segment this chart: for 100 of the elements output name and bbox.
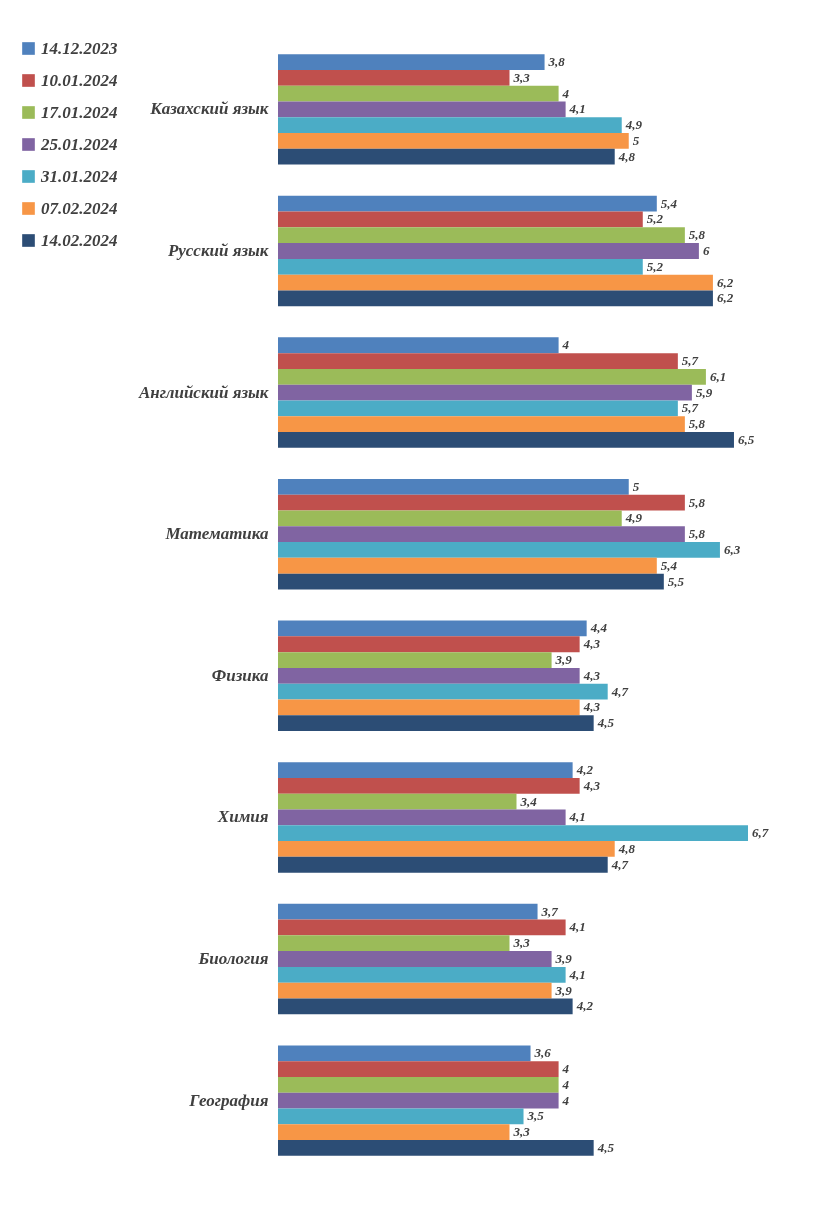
data-label: 5,8 (688, 227, 706, 243)
data-label: 3,9 (554, 951, 573, 967)
data-label: 4 (561, 1092, 570, 1108)
bar (278, 825, 748, 842)
bar (278, 951, 552, 967)
bar (278, 683, 608, 700)
bar (278, 117, 622, 134)
bar (278, 1108, 524, 1125)
bar (278, 935, 510, 952)
data-label: 4,2 (575, 998, 594, 1014)
data-label: 5,8 (688, 416, 706, 432)
legend-label: 31.01.2024 (40, 166, 118, 186)
data-label: 3,9 (554, 982, 573, 998)
data-label: 5,2 (646, 211, 664, 227)
bar (278, 809, 566, 826)
bar (278, 337, 559, 354)
y-tick-label: Английский язык (137, 382, 269, 402)
y-tick-label: Русский язык (166, 240, 269, 260)
bar (278, 526, 685, 543)
bar (278, 243, 699, 259)
data-label: 4,5 (596, 715, 615, 731)
data-label: 4,5 (596, 1139, 615, 1155)
data-label: 3,9 (554, 652, 573, 668)
bar (278, 85, 559, 102)
data-label: 4,1 (568, 966, 586, 982)
data-label: 4 (561, 1061, 570, 1077)
data-label: 4,1 (568, 809, 586, 825)
bar (278, 101, 566, 118)
data-label: 4,3 (582, 636, 601, 652)
bar (278, 1045, 531, 1062)
bar (278, 148, 615, 165)
data-label: 5 (632, 478, 640, 494)
bar (278, 966, 566, 983)
data-label: 5,2 (646, 258, 664, 274)
data-label: 4,4 (589, 620, 608, 636)
bar (278, 715, 594, 732)
bar (278, 998, 573, 1015)
data-label: 6,2 (716, 274, 734, 290)
bar (278, 636, 580, 653)
bar (278, 258, 643, 275)
bar (278, 777, 580, 794)
data-label: 5,4 (660, 195, 678, 211)
bar (278, 274, 713, 291)
data-label: 4,3 (582, 699, 601, 715)
bar (278, 982, 552, 999)
data-label: 3,5 (526, 1108, 545, 1124)
bar (278, 841, 615, 857)
data-label: 4 (561, 337, 570, 353)
legend-label: 14.02.2024 (41, 230, 118, 250)
legend-label: 10.01.2024 (41, 70, 118, 90)
bar (278, 227, 685, 244)
data-label: 3,4 (519, 793, 538, 809)
bar (278, 510, 622, 527)
data-label: 4,1 (568, 919, 586, 935)
y-tick-label: Химия (216, 807, 269, 827)
bar (278, 133, 629, 149)
data-label: 4,7 (610, 683, 629, 699)
data-label: 6,5 (737, 431, 755, 447)
bar (278, 368, 706, 385)
y-tick-label: Физика (211, 665, 269, 685)
data-label: 4 (561, 85, 570, 101)
data-label: 6,3 (723, 541, 741, 557)
data-label: 4,8 (617, 840, 636, 856)
data-label: 5 (632, 132, 640, 148)
data-label: 3,8 (547, 54, 566, 70)
bar (278, 652, 552, 668)
data-label: 4,9 (624, 117, 643, 133)
bar (278, 699, 580, 716)
data-label: 4,7 (610, 856, 629, 872)
data-label: 6,7 (752, 825, 769, 841)
legend-label: 07.02.2024 (41, 198, 118, 218)
data-label: 5,4 (660, 557, 678, 573)
bar (278, 557, 657, 574)
bar (278, 919, 566, 936)
data-label: 3,7 (540, 903, 559, 919)
bar (278, 416, 685, 433)
bar (278, 69, 510, 86)
bar (278, 353, 678, 369)
data-label: 5,8 (688, 526, 706, 542)
bar (278, 478, 629, 495)
data-label: 6,2 (716, 290, 734, 306)
bar (278, 1124, 510, 1141)
bar (278, 793, 517, 810)
data-label: 4,1 (568, 101, 586, 117)
data-label: 4 (561, 1076, 570, 1092)
bar (278, 856, 608, 873)
bar (278, 573, 664, 590)
data-label: 3,6 (533, 1045, 552, 1061)
y-tick-label: Математика (164, 524, 269, 544)
legend-label: 14.12.2023 (41, 38, 118, 58)
data-label: 3,3 (512, 1124, 531, 1140)
data-label: 5,7 (681, 400, 699, 416)
legend-label: 25.01.2024 (40, 134, 118, 154)
y-tick-label: Казахский язык (149, 99, 269, 119)
data-label: 5,5 (667, 573, 685, 589)
data-label: 4,8 (617, 148, 636, 164)
bar (278, 211, 643, 228)
data-label: 5,7 (681, 353, 699, 369)
bar (278, 762, 573, 778)
bar (278, 620, 587, 637)
